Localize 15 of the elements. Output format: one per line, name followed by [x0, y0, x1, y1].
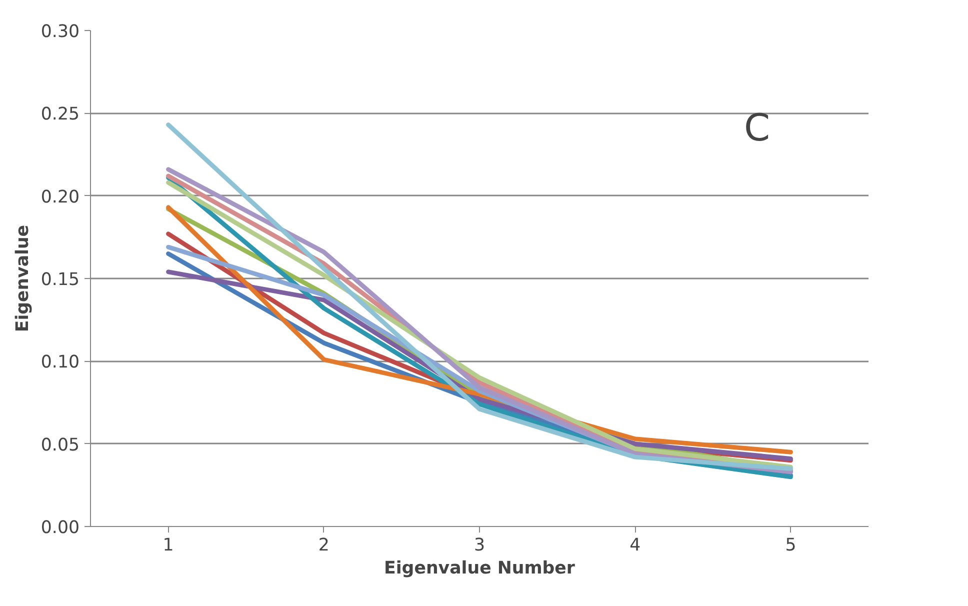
y-tick-label: 0.05	[40, 435, 80, 456]
y-axis-title: Eigenvalue	[12, 224, 33, 332]
x-tick-label: 3	[474, 536, 486, 556]
y-tick-label: 0.25	[40, 104, 80, 125]
x-tick-label: 5	[785, 536, 796, 556]
x-tick-label: 4	[630, 536, 641, 556]
x-tick-label: 2	[318, 536, 330, 556]
y-tick-label: 0.20	[40, 187, 80, 208]
y-tick-label: 0.00	[40, 518, 80, 538]
annotation: C	[744, 106, 770, 150]
y-tick-label: 0.30	[40, 22, 80, 42]
y-tick-label: 0.10	[40, 352, 80, 373]
x-axis-title: Eigenvalue Number	[384, 558, 576, 578]
y-tick-label: 0.15	[40, 270, 80, 290]
x-tick-label: 1	[162, 536, 174, 556]
